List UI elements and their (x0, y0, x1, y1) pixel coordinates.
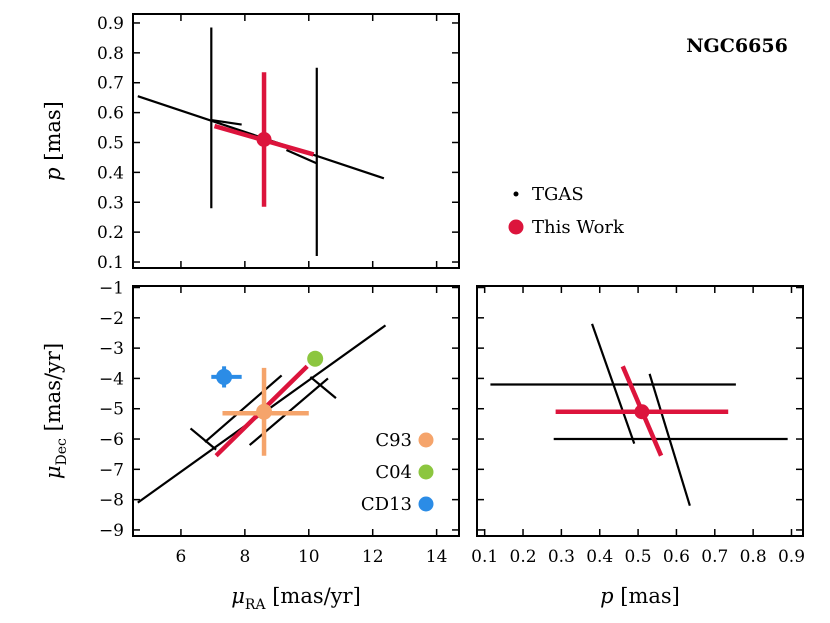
top-left-ytick-label: 0.8 (97, 44, 124, 64)
bottom-left-segment-tgas (309, 376, 337, 399)
bottom-left-marks: 6 8 10 12 14 −9 −8 −7 −6 −5 −4 −3 −2 −1 (99, 279, 459, 567)
bottom-right-xlabel: p [mas] (600, 584, 680, 608)
bottom-left-ytick-label: −7 (99, 460, 124, 480)
bottom-left-ytick-label: −9 (99, 521, 124, 541)
top-left-ytick-label: 0.2 (97, 223, 124, 243)
bottom-left-xtick-label: 12 (362, 547, 384, 567)
bottom-right-xtick-label: 0.4 (586, 547, 613, 567)
bottom-left-ytick-label: −3 (99, 339, 124, 359)
top-left-ytick-label: 0.5 (97, 133, 124, 153)
bottom-left-ytick-label: −1 (99, 279, 124, 299)
bottom-left-xtick-label: 10 (298, 547, 320, 567)
top-left-ytick-label: 0.4 (97, 163, 124, 183)
bottom-left-xlabel: μRA [mas/yr] (231, 584, 361, 613)
bottom-left-ylabel: μDec [mas/yr] (41, 343, 70, 479)
bottom-left-xtick-label: 6 (176, 547, 187, 567)
bottom-right-xtick-label: 0.1 (471, 547, 498, 567)
bottom-left-point-cd13 (216, 368, 233, 385)
top-left-point-this-work (256, 132, 272, 148)
top-left-ytick-label: 0.7 (97, 74, 124, 94)
legend-c93-label: C93 (375, 430, 412, 451)
top-left-segment-tgas (211, 118, 242, 126)
bottom-left-xtick-label: 14 (426, 547, 448, 567)
top-left-ylabel: p [mas] (41, 101, 65, 181)
chart-title: NGC6656 (686, 35, 788, 57)
panel-top-left-frame (132, 13, 460, 269)
bottom-right-xtick-label: 0.2 (510, 547, 537, 567)
bottom-left-point-c04 (307, 350, 324, 367)
bottom-right-xtick-label: 0.6 (663, 547, 690, 567)
bottom-left-ytick-label: −6 (99, 430, 124, 450)
legend-c04-label: C04 (375, 462, 412, 483)
bottom-right-xtick-label: 0.7 (701, 547, 728, 567)
bottom-left-ytick-label: −4 (99, 369, 124, 389)
top-left-ytick-label: 0.1 (97, 253, 124, 273)
bottom-right-segment-tgas (591, 323, 636, 444)
bottom-left-ytick-label: −8 (99, 491, 124, 511)
reference-legend: C93 C04 CD13 (361, 430, 434, 515)
bottom-right-point-this-work (634, 404, 650, 420)
bottom-right-xtick-label: 0.8 (740, 547, 767, 567)
bottom-right-segment-tgas (648, 373, 691, 507)
bottom-right-marks: 0.1 0.2 0.3 0.4 0.5 0.6 0.7 0.8 0.9 (471, 286, 805, 567)
panel-bottom-right-frame (476, 285, 804, 537)
bottom-right-xtick-label: 0.9 (778, 547, 805, 567)
top-left-marks: 0.1 0.2 0.3 0.4 0.5 0.6 0.7 0.8 0.9 (97, 14, 459, 273)
bottom-left-ytick-label: −5 (99, 400, 124, 420)
panel-bottom-left-frame (132, 285, 460, 537)
legend-c04-marker (418, 464, 434, 480)
bottom-right-xtick-label: 0.3 (548, 547, 575, 567)
top-left-ytick-label: 0.6 (97, 104, 124, 124)
bottom-left-segment-tgas (204, 374, 283, 443)
chart-marks: 0.1 0.2 0.3 0.4 0.5 0.6 0.7 0.8 0.9 6 8 10 12 14 −9 −8 −… (97, 14, 805, 567)
legend-cd13-marker (418, 496, 434, 512)
legend-c93-marker (418, 432, 434, 448)
legend-tgas-marker (513, 191, 519, 197)
bottom-left-segment-tgas (189, 427, 217, 451)
top-left-ytick-label: 0.3 (97, 193, 124, 213)
legend-cd13-label: CD13 (361, 494, 412, 515)
top-left-segment-tgas (285, 148, 318, 165)
legend-this-work-marker (508, 219, 524, 235)
bottom-left-point-c93 (256, 403, 273, 420)
bottom-left-xtick-label: 8 (239, 547, 250, 567)
legend-tgas-label: TGAS (532, 184, 584, 205)
main-legend: TGAS This Work (508, 184, 625, 238)
bottom-right-xtick-label: 0.5 (625, 547, 652, 567)
bottom-left-ytick-label: −2 (99, 309, 124, 329)
legend-this-work-label: This Work (532, 217, 625, 238)
top-left-ytick-label: 0.9 (97, 14, 124, 34)
